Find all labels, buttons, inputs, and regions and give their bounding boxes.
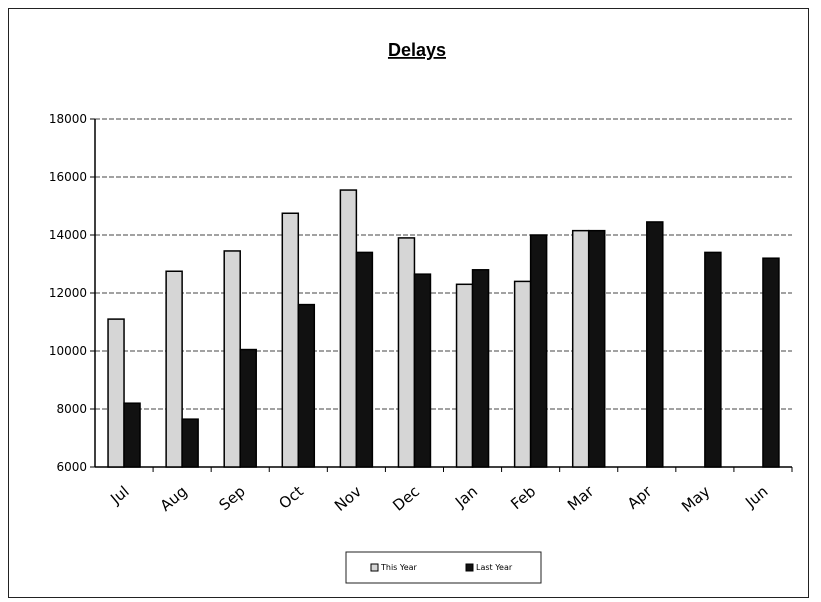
- x-tick-label: Jan: [451, 482, 481, 511]
- bar-this-year: [397, 237, 416, 468]
- x-tick-label: Oct: [275, 482, 307, 513]
- bar-last-year: [762, 257, 780, 468]
- y-tick-label: 12000: [49, 286, 87, 300]
- chart-frame: Delays 6000 8000 10000 12000 14000 16000 18000…: [8, 8, 809, 598]
- bar-last-year: [529, 234, 548, 468]
- bar-last-year: [297, 303, 316, 468]
- y-tick-labels: 6000 8000 10000 12000 14000 16000 18000: [49, 112, 87, 474]
- bar-this-year: [339, 189, 358, 468]
- bar-this-year: [513, 280, 532, 468]
- y-tick-label: 10000: [49, 344, 87, 358]
- bar-last-year: [181, 418, 199, 468]
- x-tick-label: Feb: [507, 482, 539, 513]
- legend-label-last-year: Last Year: [476, 563, 513, 572]
- y-tick-label: 16000: [49, 170, 87, 184]
- y-tick-label: 18000: [49, 112, 87, 126]
- bar-this-year: [281, 212, 300, 468]
- x-tick-label: Nov: [331, 482, 365, 515]
- bar-this-year: [571, 229, 590, 468]
- x-tick-label: Aug: [157, 482, 191, 515]
- x-tick-labels: Jul Aug Sep Oct Nov Dec Jan Feb Mar Apr May Jun: [106, 482, 771, 516]
- x-tick-label: May: [678, 482, 713, 516]
- bar-chart: Delays 6000 8000 10000 12000 14000 16000 18000…: [49, 40, 793, 584]
- x-tick-label: Mar: [564, 482, 598, 515]
- bar-this-year: [107, 318, 125, 468]
- bar-last-year: [239, 348, 257, 468]
- bar-this-year: [455, 283, 474, 468]
- x-tick-label: Jul: [106, 482, 132, 508]
- legend: This Year Last Year: [345, 551, 542, 584]
- x-tick-label: Jun: [741, 482, 771, 511]
- bar-last-year: [471, 269, 490, 468]
- bar-last-year: [355, 251, 374, 468]
- y-tick-label: 14000: [49, 228, 87, 242]
- x-tick-label: Dec: [389, 482, 423, 514]
- bar-last-year: [704, 251, 722, 468]
- bar-this-year: [165, 270, 183, 468]
- gridlines: [95, 118, 792, 410]
- y-tick-label: 8000: [56, 402, 87, 416]
- bar-last-year: [587, 229, 606, 468]
- bar-last-year: [413, 273, 432, 468]
- x-tick-label: Sep: [216, 482, 249, 514]
- legend-label-this-year: This Year: [380, 563, 418, 572]
- chart-title: Delays: [388, 40, 446, 60]
- y-tick-label: 6000: [56, 460, 87, 474]
- legend-swatch-this-year: [370, 563, 379, 572]
- axes: [90, 118, 793, 472]
- bar-last-year: [123, 402, 141, 468]
- legend-swatch-last-year: [465, 563, 474, 572]
- bars: [107, 189, 780, 468]
- bar-this-year: [223, 250, 241, 468]
- x-tick-label: Apr: [624, 482, 656, 513]
- bar-last-year: [646, 221, 664, 468]
